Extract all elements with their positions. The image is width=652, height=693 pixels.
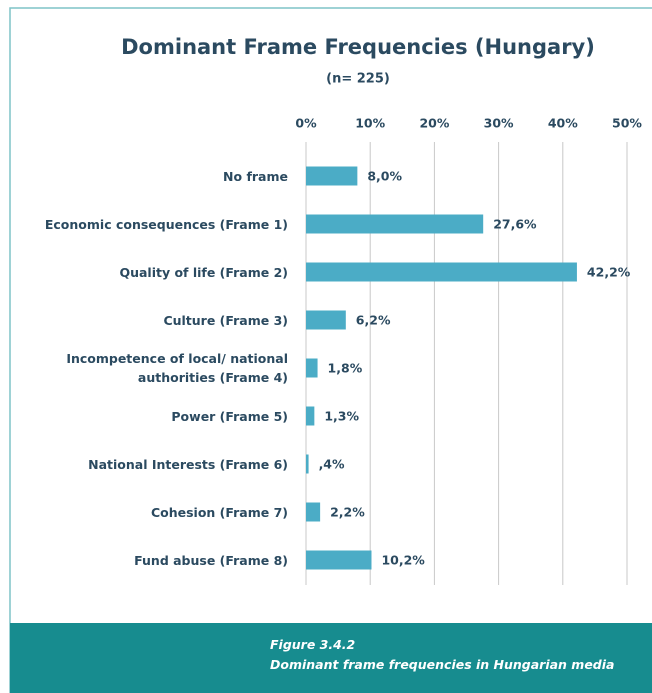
bar (306, 166, 358, 186)
bar (306, 406, 315, 426)
data-label: ,4% (319, 457, 345, 472)
bar (306, 310, 346, 330)
x-tick-label: 20% (419, 116, 449, 131)
data-label: 1,8% (328, 361, 363, 376)
x-tick-label: 50% (612, 116, 642, 131)
caption-band: Figure 3.4.2 Dominant frame frequencies … (10, 623, 652, 693)
bar (306, 358, 318, 378)
frame (9, 7, 652, 693)
x-tick-label: 40% (548, 116, 578, 131)
bar (306, 214, 484, 234)
y-tick-label: Power (Frame 5) (171, 408, 288, 424)
y-tick-label: Culture (Frame 3) (163, 312, 288, 328)
data-label: 10,2% (381, 553, 425, 568)
y-tick-label: Economic consequences (Frame 1) (44, 216, 288, 232)
bar (306, 454, 309, 474)
data-label: 2,2% (330, 505, 365, 520)
data-label: 42,2% (587, 265, 631, 280)
chart-title: Dominant Frame Frequencies (Hungary) (121, 35, 595, 59)
bar (306, 502, 321, 522)
caption-text: Dominant frame frequencies in Hungarian … (270, 657, 615, 672)
data-label: 27,6% (493, 217, 537, 232)
chart-subtitle: (n= 225) (326, 72, 390, 87)
x-tick-label: 0% (295, 116, 317, 131)
bar (306, 550, 372, 570)
caption-label: Figure 3.4.2 (270, 637, 356, 652)
x-tick-label: 30% (484, 116, 514, 131)
data-label: 1,3% (324, 409, 359, 424)
y-tick-label: Cohesion (Frame 7) (150, 504, 288, 520)
data-label: 6,2% (356, 313, 391, 328)
x-tick-label: 10% (355, 116, 385, 131)
y-tick-label: Incompetence of local/ national authorit… (66, 351, 288, 385)
data-label: 8,0% (367, 169, 402, 184)
y-tick-label: Quality of life (Frame 2) (119, 264, 288, 280)
y-tick-label: No frame (223, 168, 288, 184)
y-tick-label: Fund abuse (Frame 8) (134, 552, 288, 568)
bar (306, 262, 577, 282)
y-tick-label: National Interests (Frame 6) (88, 456, 288, 472)
